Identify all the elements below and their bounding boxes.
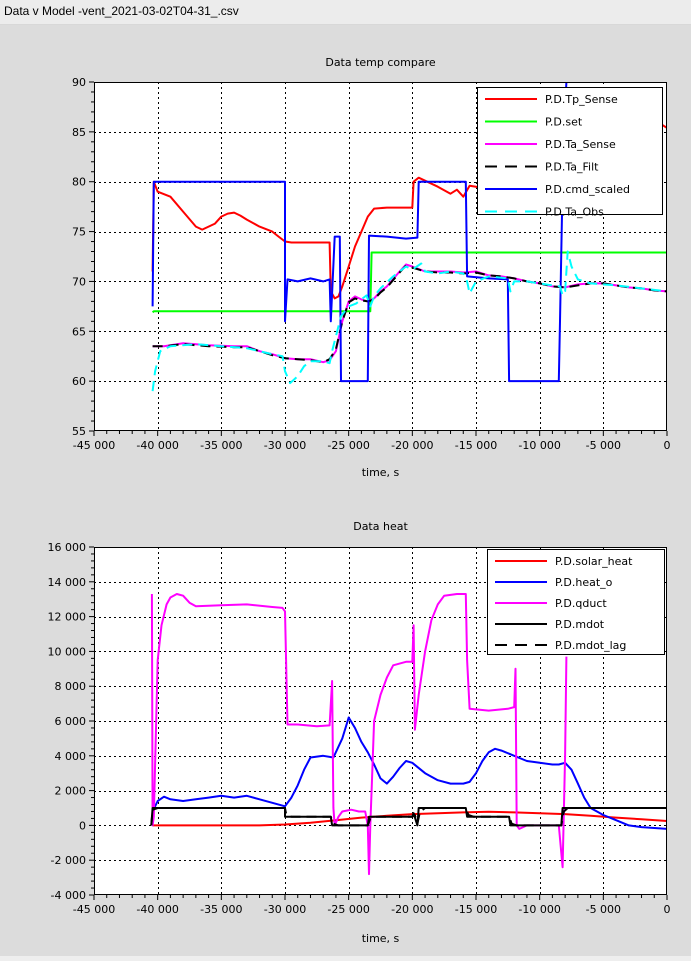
series-group [150, 593, 667, 876]
series-line-p-d-ta_obs [151, 250, 667, 392]
x-tick-label: -35 000 [200, 903, 242, 916]
chart-2: -45 000 -40 000 -35 000 -30 000 -25 000 -20 0… [48, 520, 671, 945]
series-line-p-d-set [151, 251, 667, 314]
x-tick-label: -40 000 [136, 439, 178, 452]
y-tick-label: -4 000 [51, 889, 86, 902]
y-tick-label: -2 000 [51, 854, 86, 867]
series-line-p-d-qduct [150, 593, 568, 876]
x-tick-label: -30 000 [264, 439, 306, 452]
y-tick-label: 8 000 [55, 680, 87, 693]
series-line-p-d-cmd_scaled [151, 82, 568, 383]
x-tick-label: -30 000 [264, 903, 306, 916]
x-tick-label: 0 [664, 903, 671, 916]
y-tick-label: 12 000 [48, 611, 87, 624]
window-title: Data v Model -vent_2021-03-02T04-31_.csv [4, 4, 239, 18]
y-tick-label: 75 [72, 226, 86, 239]
x-tick-label: -10 000 [518, 439, 560, 452]
series-line-p-d-mdot_lag [150, 807, 667, 827]
x-tick-label: -20 000 [391, 439, 433, 452]
series-line-p-d-ta_filt [152, 264, 667, 364]
x-tick-label: -15 000 [455, 903, 497, 916]
x-tick-label: -40 000 [136, 903, 178, 916]
y-tick-label: 55 [72, 425, 86, 438]
window-titlebar: Data v Model -vent_2021-03-02T04-31_.csv [0, 0, 691, 25]
series-line-p-d-mdot [150, 807, 667, 827]
legend-label: P.D.mdot [555, 618, 605, 631]
x-tick-label: -45 000 [73, 439, 115, 452]
y-tick-label: 0 [79, 819, 86, 832]
figure-canvas: -45 000 -40 000 -35 000 -30 000 -25 000 -20 0… [0, 25, 691, 956]
x-tick-label: 0 [664, 439, 671, 452]
legend-label: P.D.Ta_Obs [545, 206, 604, 219]
axes-frame [94, 82, 667, 431]
legend-label: P.D.set [545, 116, 583, 129]
figure-svg: -45 000 -40 000 -35 000 -30 000 -25 000 -20 0… [48, 56, 671, 945]
chart-title: Data temp compare [325, 56, 436, 69]
legend-label: P.D.solar_heat [555, 555, 633, 568]
chart-title: Data heat [353, 520, 408, 533]
x-axis-label: time, s [362, 466, 400, 479]
y-tick-label: 6 000 [55, 715, 87, 728]
legend-label: P.D.Ta_Filt [545, 161, 599, 174]
legend: P.D.solar_heat P.D.heat_o P.D.qduct P.D.mdo… [487, 549, 665, 655]
x-tick-label: -20 000 [391, 903, 433, 916]
series-line-p-d-solar_heat [152, 810, 667, 827]
legend-label: P.D.mdot_lag [555, 639, 626, 652]
y-tick-label: 2 000 [55, 785, 87, 798]
y-tick-label: 60 [72, 375, 86, 388]
x-tick-label: -15 000 [455, 439, 497, 452]
y-tick-label: 80 [72, 176, 86, 189]
legend-label: P.D.qduct [555, 597, 607, 610]
x-tick-label: -45 000 [73, 903, 115, 916]
legend: P.D.Tp_Sense P.D.set P.D.Ta_Sense P.D.Ta_Fi… [477, 87, 663, 219]
chart-1: -45 000 -40 000 -35 000 -30 000 -25 000 -20 0… [72, 56, 671, 479]
x-axis-label: time, s [362, 932, 400, 945]
y-tick-label: 16 000 [48, 541, 87, 554]
x-tick-label: -25 000 [327, 903, 369, 916]
y-tick-label: 85 [72, 126, 86, 139]
legend-label: P.D.cmd_scaled [545, 183, 630, 196]
legend-label: P.D.heat_o [555, 576, 613, 589]
x-tick-label: -10 000 [518, 903, 560, 916]
y-tick-label: 4 000 [55, 750, 87, 763]
x-tick-label: -35 000 [200, 439, 242, 452]
legend-label: P.D.Tp_Sense [545, 93, 618, 106]
x-tick-label: -5 000 [586, 439, 621, 452]
y-tick-label: 90 [72, 76, 86, 89]
y-tick-label: 14 000 [48, 576, 87, 589]
x-tick-label: -5 000 [586, 903, 621, 916]
y-tick-label: 70 [72, 275, 86, 288]
y-tick-label: 65 [72, 325, 86, 338]
legend-box [477, 87, 663, 215]
axes-frame [94, 547, 667, 895]
x-tick-label: -25 000 [327, 439, 369, 452]
legend-label: P.D.Ta_Sense [545, 138, 616, 151]
series-line-p-d-heat_o [151, 716, 667, 830]
series-group [151, 82, 667, 392]
y-tick-label: 10 000 [48, 645, 87, 658]
